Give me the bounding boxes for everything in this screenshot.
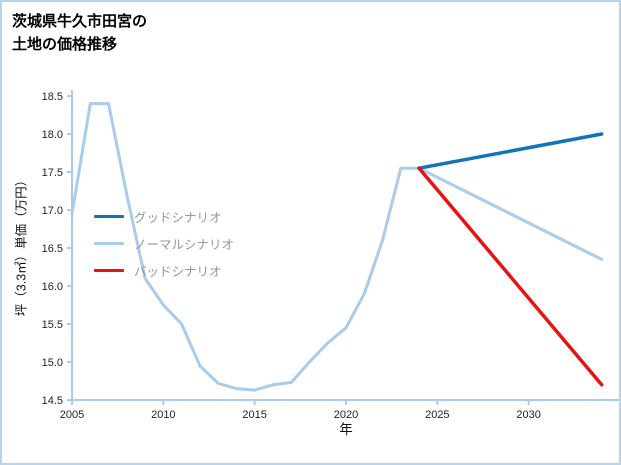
svg-text:2020: 2020 xyxy=(334,409,358,421)
bad-scenario-line-swatch xyxy=(94,269,124,272)
svg-text:2015: 2015 xyxy=(242,409,266,421)
legend-item-normal: ノーマルシナリオ xyxy=(94,230,234,257)
svg-text:2005: 2005 xyxy=(60,409,84,421)
legend-item-bad: バッドシナリオ xyxy=(94,257,234,284)
legend-label-bad: バッドシナリオ xyxy=(134,265,222,279)
y-axis-label: 坪（3.3㎡）単価（万円） xyxy=(14,173,29,317)
svg-text:14.5: 14.5 xyxy=(42,395,63,407)
legend-item-good: グッドシナリオ xyxy=(94,203,234,230)
svg-text:18.5: 18.5 xyxy=(42,91,63,103)
svg-text:2030: 2030 xyxy=(516,409,540,421)
svg-text:17.5: 17.5 xyxy=(42,167,63,179)
svg-text:18.0: 18.0 xyxy=(42,129,63,141)
x-axis-label: 年 xyxy=(339,422,353,437)
normal-scenario-line-swatch xyxy=(94,242,124,245)
svg-text:15.5: 15.5 xyxy=(42,319,63,331)
chart-title: 茨城県牛久市田宮の 土地の価格推移 xyxy=(12,10,147,57)
legend: グッドシナリオ ノーマルシナリオ バッドシナリオ xyxy=(94,203,234,284)
svg-text:2025: 2025 xyxy=(425,409,449,421)
good-scenario-line-swatch xyxy=(94,215,124,218)
legend-label-normal: ノーマルシナリオ xyxy=(134,238,235,252)
chart-title-line1: 茨城県牛久市田宮の xyxy=(12,13,148,30)
svg-text:16.5: 16.5 xyxy=(42,243,63,255)
svg-text:17.0: 17.0 xyxy=(42,205,63,217)
legend-label-good: グッドシナリオ xyxy=(134,211,222,225)
svg-text:16.0: 16.0 xyxy=(42,281,63,293)
chart-title-line2: 土地の価格推移 xyxy=(12,36,118,54)
svg-text:15.0: 15.0 xyxy=(42,357,63,369)
svg-text:2010: 2010 xyxy=(151,409,175,421)
